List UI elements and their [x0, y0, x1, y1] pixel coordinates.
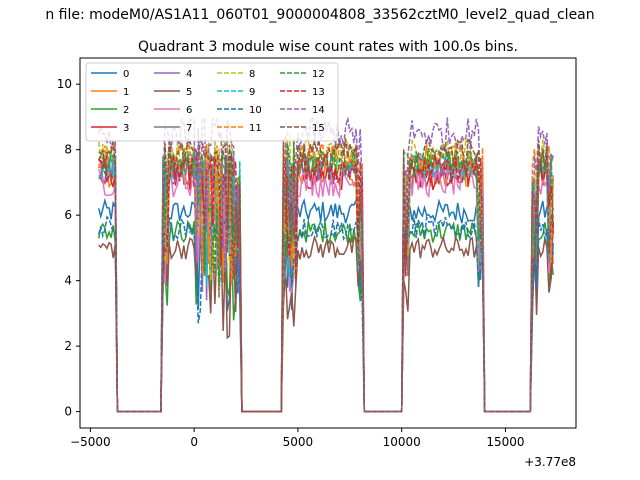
legend-label-15: 15 [312, 123, 325, 134]
series-line-6 [97, 165, 554, 413]
legend-box [85, 62, 339, 142]
axis-layer: −5000 0 5000 10000 15000 0 2 4 6 8 10 [57, 77, 525, 449]
legend-label-11: 11 [249, 123, 262, 134]
x-tick-label: 0 [190, 435, 198, 449]
y-tick-label: 2 [64, 339, 72, 353]
x-tick-label: −5000 [70, 435, 111, 449]
y-tick-label: 0 [64, 405, 72, 419]
legend-label-7: 7 [186, 123, 192, 134]
legend-label-9: 9 [249, 87, 255, 98]
x-tick-label: 15000 [486, 435, 524, 449]
x-tick-label: 5000 [283, 435, 314, 449]
series-layer [97, 114, 554, 413]
legend-label-1: 1 [123, 87, 129, 98]
legend-label-12: 12 [312, 69, 325, 80]
series-line-10 [97, 214, 554, 413]
legend-label-6: 6 [186, 105, 192, 116]
x-offset-label: +3.77e8 [524, 455, 576, 469]
chart-title: Quadrant 3 module wise count rates with … [138, 39, 518, 55]
series-line-8 [97, 130, 554, 413]
series-line-13 [98, 153, 554, 413]
x-tick-label: 10000 [383, 435, 421, 449]
figure-suptitle: n file: modeM0/AS1A11_060T01_9000004808_… [45, 7, 594, 23]
legend-label-3: 3 [123, 123, 129, 134]
y-tick-label: 8 [64, 143, 72, 157]
legend-label-10: 10 [249, 105, 262, 116]
legend-label-8: 8 [249, 69, 255, 80]
legend-label-4: 4 [186, 69, 192, 80]
legend-label-14: 14 [312, 105, 325, 116]
legend-label-5: 5 [186, 87, 192, 98]
legend-label-0: 0 [123, 69, 129, 80]
legend-label-2: 2 [123, 105, 129, 116]
series-line-15 [98, 137, 554, 413]
legend-label-13: 13 [312, 87, 325, 98]
plot-frame [79, 57, 577, 429]
y-tick-label: 4 [64, 274, 72, 288]
y-tick-label: 6 [64, 208, 72, 222]
y-tick-label: 10 [57, 77, 72, 91]
